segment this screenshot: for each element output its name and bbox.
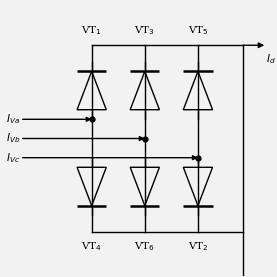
Text: $I_{Vb}$: $I_{Vb}$	[6, 132, 20, 145]
Text: VT$_3$: VT$_3$	[134, 24, 155, 37]
Text: VT$_2$: VT$_2$	[188, 240, 208, 253]
Text: $I_{Va}$: $I_{Va}$	[6, 112, 20, 126]
Text: VT$_4$: VT$_4$	[81, 240, 102, 253]
Text: $I_{Vc}$: $I_{Vc}$	[6, 151, 20, 165]
Text: VT$_6$: VT$_6$	[134, 240, 155, 253]
Text: VT$_5$: VT$_5$	[188, 24, 208, 37]
Text: VT$_1$: VT$_1$	[81, 24, 102, 37]
Text: $I_d$: $I_d$	[266, 52, 275, 66]
